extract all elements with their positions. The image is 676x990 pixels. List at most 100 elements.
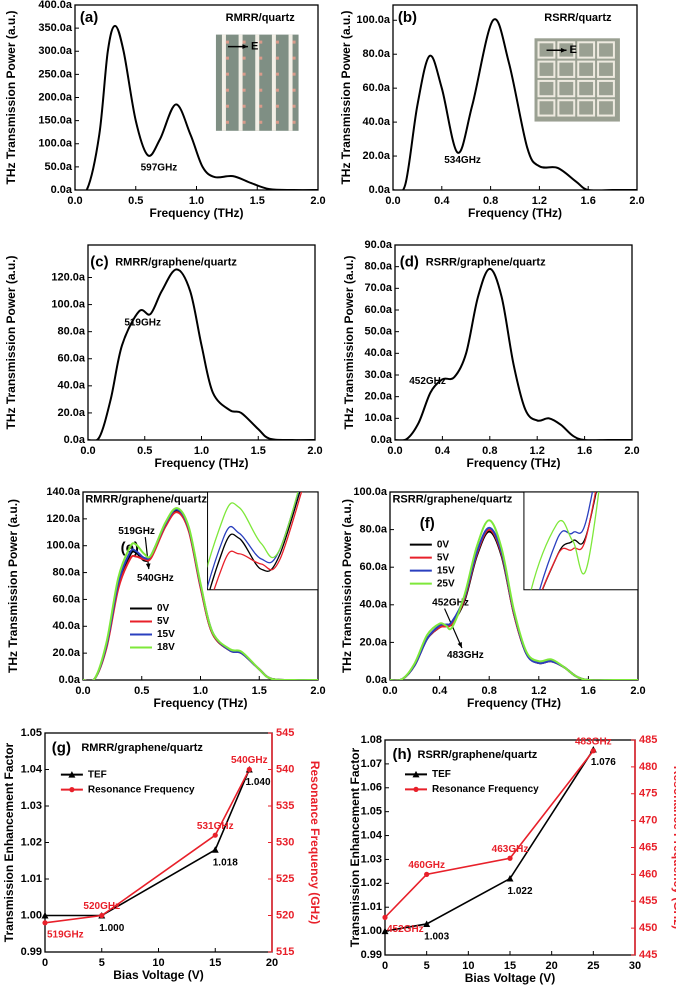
- inset-line: [530, 492, 600, 590]
- x-tick-label: 0.5: [137, 445, 152, 457]
- y-tick-label: 250.0a: [38, 68, 73, 80]
- panel-title: RMRR/graphene/quartz: [115, 256, 237, 268]
- y-tick-label: 1.01: [361, 901, 382, 913]
- point: [246, 766, 252, 773]
- y-tick-label: 30.0a: [364, 369, 392, 381]
- legend-label: TEF: [88, 769, 107, 780]
- y-tick-label: 200.0a: [38, 91, 73, 103]
- panel-label: (h): [393, 746, 412, 763]
- y-tick-label: 120.0a: [51, 271, 86, 283]
- y2-tick-label: 535: [276, 800, 294, 812]
- x-tick-label: 1.2: [531, 685, 546, 697]
- x-tick-label: 0.4: [434, 195, 450, 207]
- arrow: [444, 608, 463, 649]
- x-axis-label: Bias Voltage (V): [465, 971, 555, 985]
- x-tick-label: 2.0: [630, 685, 645, 697]
- y2-tick-label: 470: [639, 815, 657, 827]
- value-label: 540GHz: [231, 755, 268, 766]
- series-group: [393, 18, 637, 190]
- panel-label: (c): [90, 254, 108, 271]
- y-axis-label: Transmission Enhancement Factor: [348, 747, 362, 947]
- x-axis-label: Frequency (THz): [468, 206, 562, 220]
- panel-title: RSRR/graphene/quartz: [418, 749, 538, 761]
- value-label: 1.076: [591, 757, 616, 768]
- series-line: [45, 769, 251, 924]
- series-group: [390, 519, 638, 680]
- y-axis-label: THz Transmission Power (a.u.): [6, 499, 20, 673]
- point: [507, 855, 513, 861]
- x-tick-label: 0: [42, 957, 48, 969]
- value-label: 519GHz: [47, 929, 84, 940]
- y-axis-label: THz Transmission Power (a.u.): [339, 10, 353, 184]
- x-tick-label: 1.0: [194, 445, 209, 457]
- series-line: [45, 769, 251, 917]
- value-label: 1.040: [245, 777, 270, 788]
- series-group: [75, 24, 318, 190]
- series-line: [385, 750, 594, 918]
- series-line: [390, 519, 638, 680]
- gap: [292, 104, 296, 108]
- gap: [292, 120, 296, 124]
- plot-frame: [392, 4, 638, 191]
- gap: [275, 88, 279, 92]
- y-tick-label: 80.0a: [364, 261, 392, 273]
- series-line: [393, 18, 637, 190]
- y2-tick-label: 475: [639, 788, 657, 800]
- gap: [225, 88, 229, 92]
- x-tick-label: 0.5: [128, 195, 143, 207]
- panel-label: (b): [398, 9, 417, 26]
- x-tick-label: 25: [587, 960, 599, 972]
- point: [381, 927, 389, 935]
- gap: [275, 56, 279, 60]
- y2-tick-label: 465: [639, 841, 657, 853]
- y-tick-label: 1.04: [21, 763, 43, 775]
- y-tick-label: 40.0a: [57, 380, 85, 392]
- x-tick-label: 20: [266, 957, 278, 969]
- gap: [242, 72, 246, 76]
- point: [42, 920, 48, 926]
- gap: [259, 56, 263, 60]
- y-tick-label: 40.0a: [364, 347, 392, 359]
- point: [506, 875, 514, 882]
- y-tick-label: 300.0a: [38, 45, 73, 57]
- y2-axis-label: Resonance Frequency (GHz): [671, 766, 676, 929]
- stripe: [238, 34, 243, 131]
- x-tick-label: 1.2: [530, 445, 545, 457]
- x-tick-label: 2.0: [310, 195, 325, 207]
- value-label: 1.000: [99, 923, 124, 934]
- y-tick-label: 100.0a: [356, 14, 391, 26]
- legend-marker: [69, 787, 75, 793]
- series-line: [75, 24, 318, 190]
- x-tick-label: 0.4: [432, 685, 448, 697]
- y-axis-label: THz Transmission Power (a.u.): [340, 499, 354, 673]
- y-tick-label: 350.0a: [38, 22, 73, 34]
- legend-label: 18V: [157, 642, 175, 653]
- annotation: 452GHz: [432, 598, 469, 609]
- x-axis-label: Frequency (THz): [466, 456, 560, 470]
- y-tick-label: 80.0a: [359, 524, 387, 536]
- ring: [597, 99, 615, 117]
- x-tick-label: 0.0: [385, 195, 400, 207]
- y2-tick-label: 480: [639, 761, 657, 773]
- y-tick-label: 1.06: [361, 782, 382, 794]
- y-tick-label: 150.0a: [38, 115, 73, 127]
- y-tick-label: 1.08: [361, 734, 382, 746]
- value-label: 1.018: [213, 857, 238, 868]
- x-tick-label: 20: [546, 960, 558, 972]
- series-group: [88, 268, 315, 440]
- x-tick-label: 10: [462, 960, 474, 972]
- x-tick-label: 1.6: [577, 445, 592, 457]
- y2-tick-label: 460: [639, 868, 657, 880]
- y-tick-label: 80.0a: [57, 326, 85, 338]
- x-tick-label: 0.8: [482, 685, 497, 697]
- y-tick-label: 400.0a: [38, 0, 73, 11]
- plot-frame: [394, 244, 633, 441]
- point: [382, 914, 388, 920]
- series-group: [45, 769, 251, 924]
- arrow-head: [242, 44, 248, 49]
- x-tick-label: 0.4: [435, 445, 451, 457]
- x-tick-label: 1.0: [193, 685, 208, 697]
- x-tick-label: 0.0: [80, 445, 95, 457]
- gap: [292, 56, 296, 60]
- gap: [292, 72, 296, 76]
